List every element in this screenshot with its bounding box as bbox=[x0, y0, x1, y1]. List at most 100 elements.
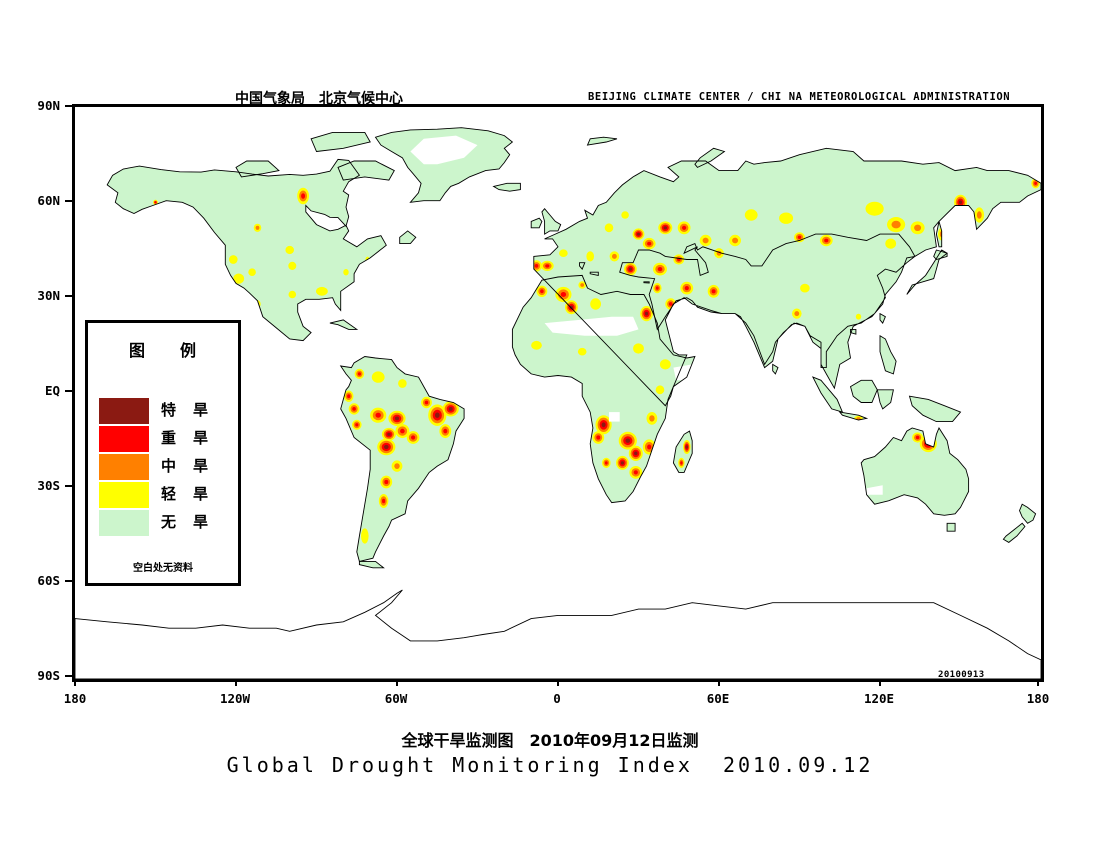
drought-blob-Poland-level-2 bbox=[604, 223, 614, 233]
map-frame bbox=[72, 104, 1044, 682]
drought-blob-Black-Sea-north-level-4 bbox=[647, 241, 652, 246]
drought-blob-Bolivia-level-5 bbox=[384, 444, 389, 450]
coastline-uk bbox=[541, 208, 562, 235]
coastline-nz_s bbox=[1002, 522, 1026, 543]
drought-blob-Madagascar-south-level-4 bbox=[680, 461, 683, 465]
landmass-svalbard bbox=[587, 137, 617, 146]
drought-blob-South-Africa-NE-level-4 bbox=[633, 470, 638, 475]
landmass-australia bbox=[861, 428, 969, 516]
drought-blob-Algeria-north-level-4 bbox=[560, 292, 567, 297]
drought-blob-Angola-north-level-5 bbox=[601, 422, 606, 428]
coastline-namerica bbox=[106, 158, 387, 342]
x-label-120w: 120W bbox=[219, 691, 251, 706]
no-data-patch-congo-gap bbox=[609, 412, 620, 422]
coastline-layer bbox=[75, 127, 1041, 679]
drought-blob-Argentina-central-level-4 bbox=[382, 498, 386, 504]
y-tick-60n bbox=[65, 200, 72, 202]
drought-blob-California-level-2 bbox=[233, 273, 245, 284]
drought-blob-Alberta-level-3 bbox=[255, 225, 260, 230]
coastline-ireland bbox=[530, 217, 543, 229]
legend-row-light: 轻 旱 bbox=[99, 481, 233, 509]
legend-note: 空白处无资料 bbox=[133, 563, 193, 574]
coastline-eurasia bbox=[533, 147, 1041, 407]
no-data-patch-sahara-central bbox=[544, 316, 639, 336]
x-tick-120w bbox=[235, 679, 237, 686]
coastline-nfld bbox=[399, 230, 417, 245]
legend-label-none: 无 旱 bbox=[161, 513, 210, 531]
landmass-novaya bbox=[694, 148, 725, 168]
coastline-hainan bbox=[850, 328, 857, 335]
drought-blob-Bangladesh-level-3 bbox=[794, 311, 800, 317]
drought-blob-Colombia-north-level-4 bbox=[357, 372, 361, 376]
y-label-eq: EQ bbox=[44, 383, 60, 398]
y-tick-60s bbox=[65, 580, 72, 582]
y-label-30s: 30S bbox=[37, 478, 60, 493]
drought-blob-Madagascar-north-level-5 bbox=[685, 445, 688, 449]
drought-blob-Peru-north-level-4 bbox=[352, 407, 356, 411]
drought-blob-Peru-central-level-4 bbox=[355, 423, 359, 427]
y-tick-30s bbox=[65, 485, 72, 487]
drought-blob-France-south-level-2 bbox=[559, 249, 568, 257]
y-tick-30n bbox=[65, 295, 72, 297]
no-data-patch-arabia-empty bbox=[676, 313, 706, 330]
drought-blob-Nebraska-level-2 bbox=[288, 261, 297, 270]
coastline-newguinea bbox=[908, 395, 962, 423]
drought-blob-layer bbox=[153, 178, 1040, 544]
landmass-tasmania bbox=[947, 523, 956, 532]
drought-blob-Sudan-level-2 bbox=[633, 343, 644, 354]
drought-blob-Iran-east-level-4 bbox=[711, 289, 716, 294]
coastline-japan bbox=[906, 249, 948, 295]
landmass-uk bbox=[541, 208, 561, 235]
drought-blob-Mongolia-west-level-4 bbox=[797, 235, 802, 239]
landmass-newguinea bbox=[909, 396, 961, 422]
drought-blob-Amazon-west-level-4 bbox=[375, 412, 381, 418]
landmass-namerica bbox=[107, 159, 387, 341]
legend-row-none: 无 旱 bbox=[99, 509, 233, 537]
landmass-sumatra bbox=[812, 377, 843, 413]
footer-title-english: Global Drought Monitoring Index 2010.09.… bbox=[226, 753, 874, 777]
drought-blob-Algeria-central-level-5 bbox=[569, 305, 573, 309]
drought-blob-Levant-level-4 bbox=[655, 286, 659, 290]
coastline-ellesmere bbox=[310, 131, 371, 152]
y-label-30n: 30N bbox=[37, 288, 60, 303]
coastline-tiera bbox=[358, 560, 385, 569]
drought-blob-Mato-Grosso-level-4 bbox=[411, 435, 416, 440]
drought-blob-Bahia-level-4 bbox=[443, 428, 448, 434]
header-title-english: BEIJING CLIMATE CENTER / CHI NA METEOROL… bbox=[588, 91, 1011, 103]
no-data-patch-greenland-interior bbox=[410, 135, 478, 165]
footer-title-chinese: 全球干旱监测图 2010年09月12日监测 bbox=[401, 731, 699, 750]
x-tick-0 bbox=[557, 679, 559, 686]
legend-row-moderate: 中 旱 bbox=[99, 453, 233, 481]
x-label-0: 0 bbox=[553, 691, 561, 706]
drought-blob-Zambia-level-5 bbox=[625, 438, 631, 443]
y-label-90n: 90N bbox=[37, 98, 60, 113]
drought-blob-Tanzania-level-3 bbox=[649, 415, 655, 422]
drought-blob-Amazon-south-level-4 bbox=[400, 428, 405, 434]
drought-blob-Red-Sea-Egypt-level-5 bbox=[644, 311, 649, 316]
drought-blob-Libya-level-2 bbox=[590, 298, 601, 310]
coastline-philippines bbox=[879, 335, 897, 375]
x-label-180e: 180 bbox=[1026, 691, 1050, 706]
x-tick-60e bbox=[718, 679, 720, 686]
drought-blob-Paraguay-level-3 bbox=[394, 463, 400, 469]
drought-blob-Russia-west-level-5 bbox=[663, 226, 667, 230]
coastline-sardinia bbox=[579, 262, 586, 270]
drought-blob-Southeast-US-level-2 bbox=[316, 286, 328, 296]
coastline-java bbox=[838, 411, 869, 421]
coastline-svalbard bbox=[586, 136, 618, 146]
coastline-tasmania bbox=[946, 522, 956, 532]
coastline-victoria bbox=[235, 160, 280, 178]
landmass-sardinia bbox=[579, 262, 585, 270]
drought-blob-Volga-level-4 bbox=[682, 225, 687, 230]
drought-blob-Botswana-level-5 bbox=[620, 461, 625, 465]
drought-blob-Java-level-3 bbox=[856, 417, 861, 420]
landmass-cuba bbox=[329, 319, 357, 330]
drought-blob-Ukraine-level-5 bbox=[637, 232, 640, 236]
drought-blob-Turkey-east-level-4 bbox=[657, 267, 663, 272]
drought-blob-Kenya-level-2 bbox=[655, 385, 665, 395]
x-label-120e: 120E bbox=[863, 691, 895, 706]
legend-label-severe: 重 旱 bbox=[161, 429, 210, 447]
drought-blob-Brazil-NE-interior-level-5 bbox=[435, 412, 440, 418]
coastline-hokkaido2 bbox=[933, 249, 948, 261]
landmass-greenland bbox=[375, 127, 513, 203]
